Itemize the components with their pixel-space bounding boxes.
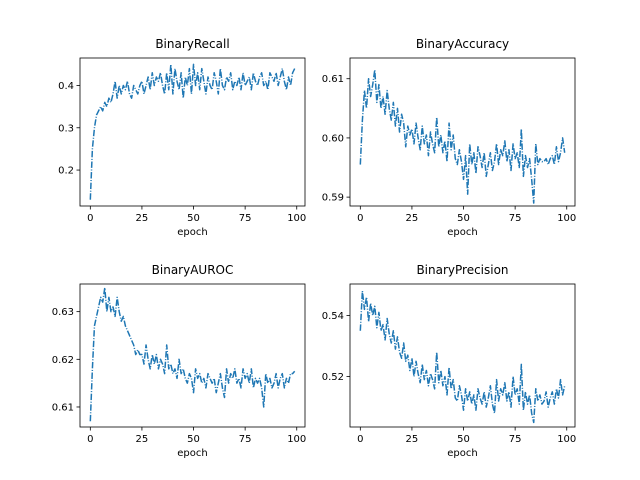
- x-tick-label: 25: [406, 213, 419, 224]
- y-tick-label: 0.61: [322, 74, 344, 85]
- x-tick-label: 0: [87, 213, 93, 224]
- y-tick-label: 0.63: [52, 307, 74, 318]
- y-tick-label: 0.2: [58, 166, 74, 177]
- x-tick-label: 75: [509, 434, 522, 445]
- x-tick-label: 75: [239, 213, 252, 224]
- y-tick-label: 0.4: [58, 81, 74, 92]
- x-tick-label: 100: [287, 213, 306, 224]
- subplot-3: BinaryAUROC 0 25 50 75 100 0.61 0.62 0.63 epoch: [52, 263, 307, 459]
- x-tick-label: 100: [287, 434, 306, 445]
- x-axis-label: epoch: [177, 448, 207, 459]
- subplot-2: BinaryAccuracy 0 25 50 75 100 0.59 0.60 0.61 epoc…: [322, 37, 577, 238]
- y-tick-label: 0.61: [52, 402, 74, 413]
- x-tick-label: 50: [187, 434, 200, 445]
- series-line: [359, 69, 566, 204]
- x-tick-label: 50: [457, 434, 470, 445]
- x-tick-label: 25: [136, 213, 149, 224]
- y-tick-label: 0.60: [322, 133, 344, 144]
- axes-frame: [79, 283, 306, 428]
- subplot-title: BinaryRecall: [155, 37, 229, 51]
- subplot-title: BinaryAUROC: [152, 263, 234, 277]
- y-tick-label: 0.59: [322, 193, 344, 204]
- series-line: [89, 63, 296, 200]
- x-tick-label: 75: [509, 213, 522, 224]
- x-axis-label: epoch: [447, 448, 477, 459]
- axes-frame: [349, 283, 576, 428]
- x-tick-label: 0: [357, 434, 363, 445]
- x-tick-label: 0: [357, 213, 363, 224]
- subplot-title: BinaryPrecision: [416, 263, 508, 277]
- x-tick-label: 25: [406, 434, 419, 445]
- axes-frame: [349, 57, 576, 207]
- y-tick-label: 0.62: [52, 355, 74, 366]
- subplot-4: BinaryPrecision 0 25 50 75 100 0.52 0.54 epoch: [322, 263, 577, 459]
- x-tick-label: 100: [557, 213, 576, 224]
- y-tick-label: 0.54: [322, 311, 344, 322]
- x-tick-label: 75: [239, 434, 252, 445]
- series-line: [89, 287, 296, 422]
- x-tick-label: 0: [87, 434, 93, 445]
- y-tick-label: 0.3: [58, 123, 74, 134]
- x-tick-label: 100: [557, 434, 576, 445]
- subplot-title: BinaryAccuracy: [416, 37, 509, 51]
- subplot-1: BinaryRecall 0 25 50 75 100 0.2 0.3 0.4 epoch: [58, 37, 306, 238]
- x-axis-label: epoch: [177, 227, 207, 238]
- y-tick-label: 0.52: [322, 372, 344, 383]
- x-tick-label: 50: [457, 213, 470, 224]
- x-tick-label: 25: [136, 434, 149, 445]
- x-axis-label: epoch: [447, 227, 477, 238]
- series-line: [359, 290, 566, 424]
- axes-frame: [79, 57, 306, 207]
- x-tick-label: 50: [187, 213, 200, 224]
